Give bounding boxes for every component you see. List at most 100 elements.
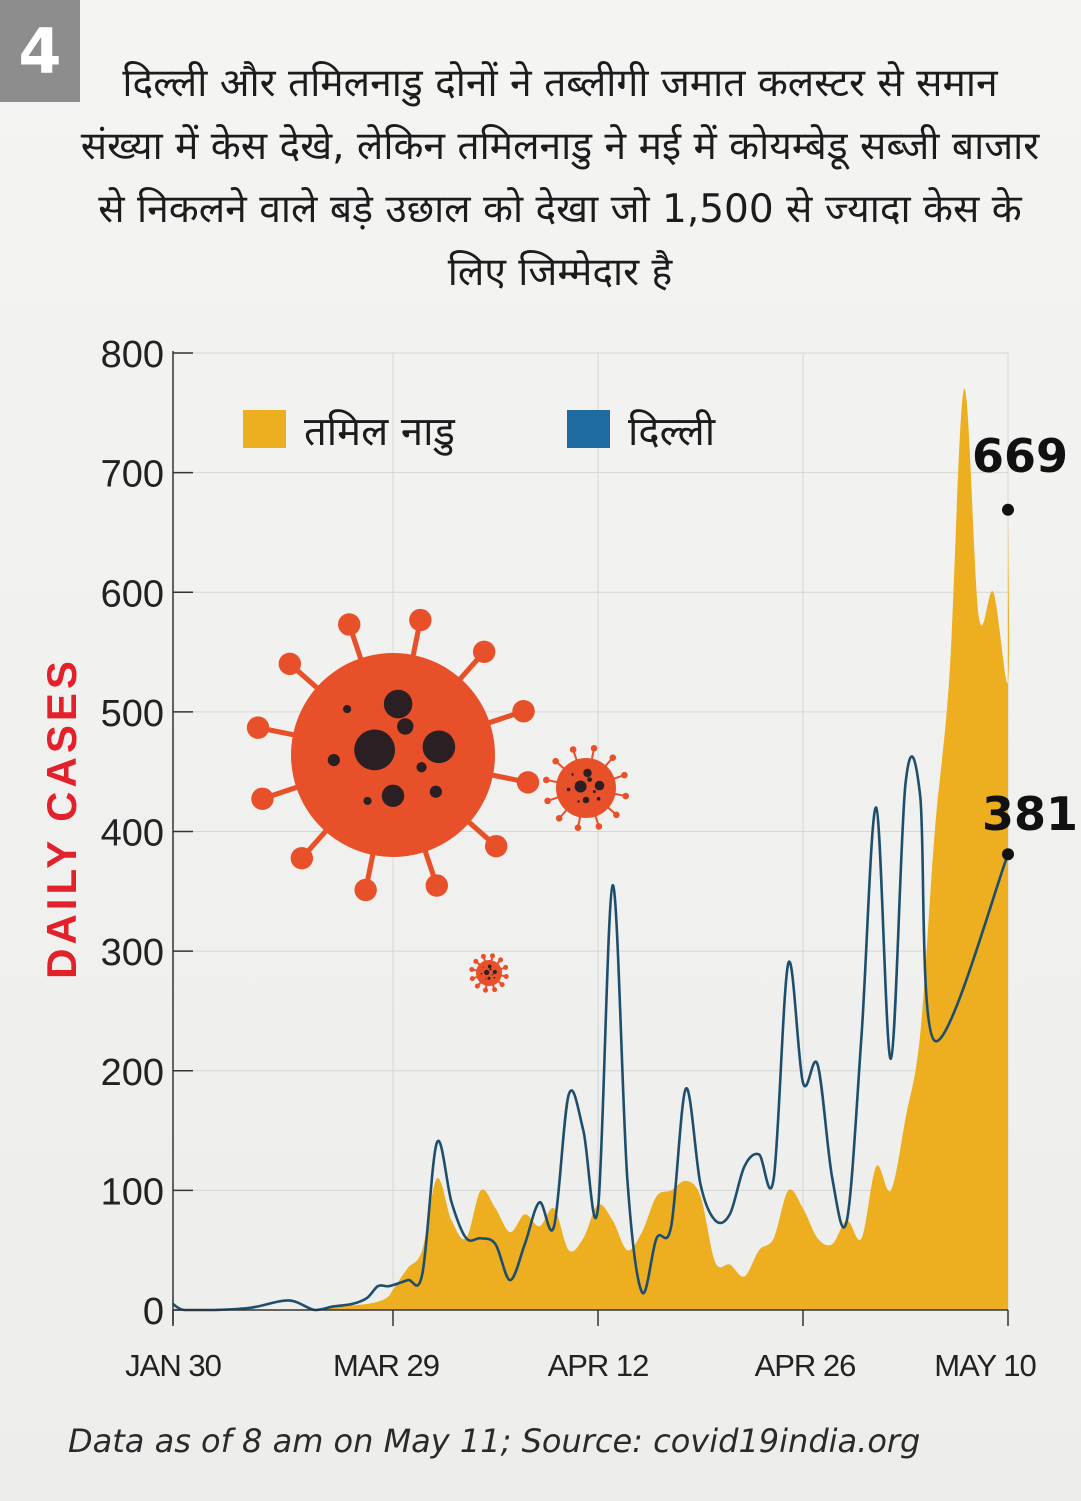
- virus-spike-tip: [492, 987, 498, 993]
- virus-spike-tip: [543, 776, 550, 784]
- y-tick-label: 300: [101, 932, 164, 974]
- virus-spot: [487, 964, 492, 969]
- chart-axes: [172, 351, 1009, 1326]
- virus-spike-tip: [469, 976, 475, 982]
- virus-spike-tip: [555, 815, 563, 822]
- y-tick-label: 400: [101, 813, 164, 855]
- virus-spike-tip: [552, 757, 559, 765]
- virus-spike-tip: [246, 716, 270, 739]
- virus-spike-tip: [337, 613, 361, 636]
- virus-spike-tip: [544, 797, 551, 805]
- y-tick-label: 200: [101, 1052, 164, 1094]
- data-label: 381: [982, 787, 1078, 841]
- chart-grid: [172, 352, 1009, 1311]
- virus-spot: [429, 785, 442, 798]
- legend-swatch-delhi: [567, 410, 610, 448]
- virus-spike-tip: [489, 953, 495, 959]
- virus-spot: [491, 973, 494, 976]
- virus-spot: [487, 976, 491, 980]
- x-tick-labels: JAN 30 MAR 29 APR 12 APR 26 MAY 10: [125, 1348, 1037, 1383]
- virus-spot: [583, 768, 592, 778]
- virus-spot: [422, 730, 456, 764]
- virus-spike-tip: [503, 973, 509, 979]
- virus-spot: [574, 780, 587, 793]
- virus-spot: [397, 718, 414, 735]
- x-tick-label: APR 26: [755, 1348, 856, 1383]
- virus-spot: [327, 753, 340, 767]
- virus-spike-tip: [512, 699, 535, 723]
- virus-spot: [343, 705, 352, 714]
- virus-spike-tip: [480, 953, 486, 959]
- virus-spot: [363, 796, 372, 805]
- source-note: Data as of 8 am on May 11; Source: covid…: [68, 1422, 921, 1460]
- virus-spot: [582, 796, 590, 804]
- virus-spot: [577, 800, 580, 803]
- virus-spike-tip: [622, 792, 629, 800]
- headline: दिल्ली और तमिलनाडु दोनों ने तब्लीगी जमात…: [80, 61, 1040, 295]
- virus-spike-tip: [516, 771, 540, 794]
- x-tick-label: APR 12: [548, 1348, 649, 1383]
- data-point-marker: [1002, 848, 1014, 861]
- virus-spot: [571, 773, 574, 776]
- x-tick-label: MAY 10: [934, 1348, 1036, 1383]
- legend-label-tamil-nadu: तमिल नाडु: [304, 409, 455, 456]
- virus-spike-tip: [499, 982, 505, 988]
- data-point-marker: [1002, 503, 1014, 516]
- y-tick-label: 700: [101, 454, 164, 496]
- virus-spike-tip: [290, 846, 314, 870]
- virus-spot: [489, 968, 492, 971]
- virus-spot: [484, 969, 490, 975]
- virus-spot: [493, 976, 496, 979]
- virus-spot: [485, 978, 487, 980]
- virus-spot: [383, 689, 413, 719]
- legend-label-delhi: दिल्ली: [628, 409, 716, 455]
- panel-number-badge: 4: [0, 0, 80, 102]
- data-label-layer: 669 381: [972, 429, 1078, 861]
- y-tick-label: 0: [143, 1291, 164, 1333]
- y-tick-label: 100: [101, 1171, 164, 1213]
- y-tick-label: 500: [101, 693, 164, 735]
- virus-spot: [587, 777, 592, 782]
- virus-spike-tip: [474, 983, 480, 989]
- virus-spot: [416, 762, 427, 773]
- virus-spike-tip: [613, 811, 620, 819]
- virus-spike-tip: [473, 958, 479, 964]
- virus-spike-tip: [251, 787, 274, 811]
- virus-icon-small: [469, 953, 509, 993]
- virus-illustrations: [246, 608, 629, 993]
- delhi-line-layer: [172, 755, 1010, 1312]
- virus-spot: [480, 972, 483, 975]
- virus-spot: [354, 729, 396, 771]
- virus-spike-tip: [621, 771, 628, 779]
- virus-spike-tip: [609, 754, 617, 761]
- tamil-nadu-area-layer: [173, 388, 1010, 1311]
- virus-spot: [492, 969, 497, 975]
- y-axis-label: DAILY CASES: [38, 657, 85, 979]
- y-tick-labels: 0 100 200 300 400 500 600 700 800: [101, 334, 164, 1333]
- virus-spike-tip: [483, 987, 489, 993]
- virus-spot: [596, 797, 601, 801]
- virus-spike-tip: [498, 957, 504, 963]
- virus-spot: [381, 784, 405, 808]
- virus-spot: [482, 966, 484, 968]
- y-tick-label: 800: [101, 334, 164, 376]
- x-tick-label: JAN 30: [125, 1348, 221, 1383]
- virus-spot: [592, 790, 596, 794]
- legend-swatch-tamil-nadu: [243, 410, 286, 448]
- virus-spike-tip: [590, 745, 598, 752]
- virus-spike-tip: [484, 834, 508, 858]
- virus-spike-tip: [595, 823, 603, 830]
- virus-spike-tip: [409, 608, 432, 632]
- series-area-tamil-nadu: [173, 388, 1010, 1311]
- virus-spike-tip: [278, 652, 302, 676]
- y-tick-label: 600: [101, 573, 164, 615]
- virus-spike-tip: [574, 824, 582, 831]
- legend: तमिल नाडु दिल्ली: [243, 409, 716, 456]
- virus-spike-tip: [354, 878, 377, 902]
- virus-spike-tip: [472, 640, 496, 664]
- virus-icon-large: [246, 608, 540, 902]
- virus-icon-medium: [543, 745, 629, 831]
- virus-spot: [594, 780, 605, 791]
- virus-spot: [566, 787, 571, 792]
